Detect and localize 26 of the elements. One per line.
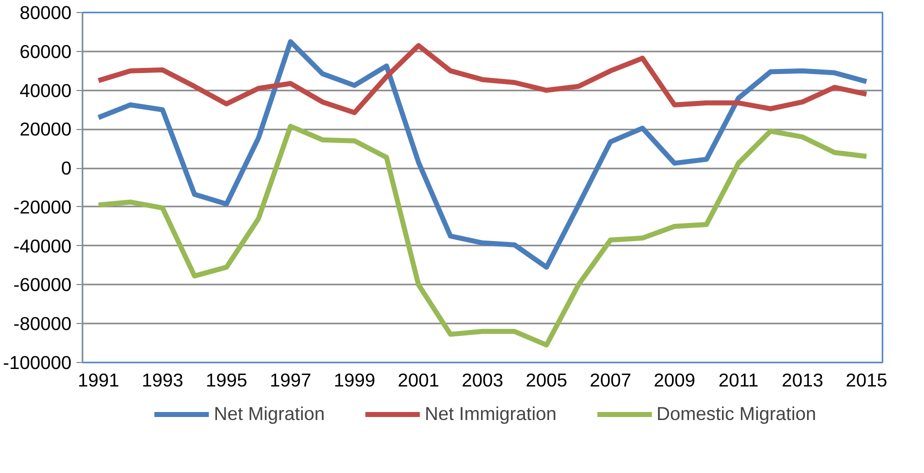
x-tick-label: 1993 (142, 370, 184, 390)
y-tick-label: 60000 (20, 40, 72, 62)
y-tick-label: 20000 (20, 118, 72, 140)
x-tick-label: 1991 (78, 370, 120, 390)
legend-label: Domestic Migration (656, 403, 816, 425)
y-tick-label: -100000 (3, 352, 72, 373)
x-tick-label: 2001 (398, 370, 440, 390)
y-tick-label: 80000 (20, 2, 72, 23)
x-tick-label: 2007 (590, 370, 632, 390)
x-tick-label: 2015 (846, 370, 888, 390)
y-tick-label: -40000 (13, 235, 72, 256)
x-tick-label: 1997 (270, 370, 312, 390)
x-tick-label: 2005 (526, 370, 568, 390)
legend-label: Net Immigration (424, 403, 556, 425)
x-tick-label: 1995 (206, 370, 248, 390)
y-tick-label: -60000 (13, 274, 72, 296)
y-tick-label: 0 (61, 158, 72, 179)
y-tick-label: -80000 (13, 313, 72, 334)
legend-label: Net Migration (214, 403, 325, 425)
x-tick-label: 2009 (654, 370, 696, 390)
x-tick-label: 1999 (334, 370, 376, 390)
y-tick-label: 40000 (20, 80, 72, 101)
y-tick-label: -20000 (13, 196, 72, 218)
x-tick-label: 2013 (782, 370, 824, 390)
x-tick-label: 2011 (718, 370, 759, 390)
x-tick-label: 2003 (462, 370, 504, 390)
